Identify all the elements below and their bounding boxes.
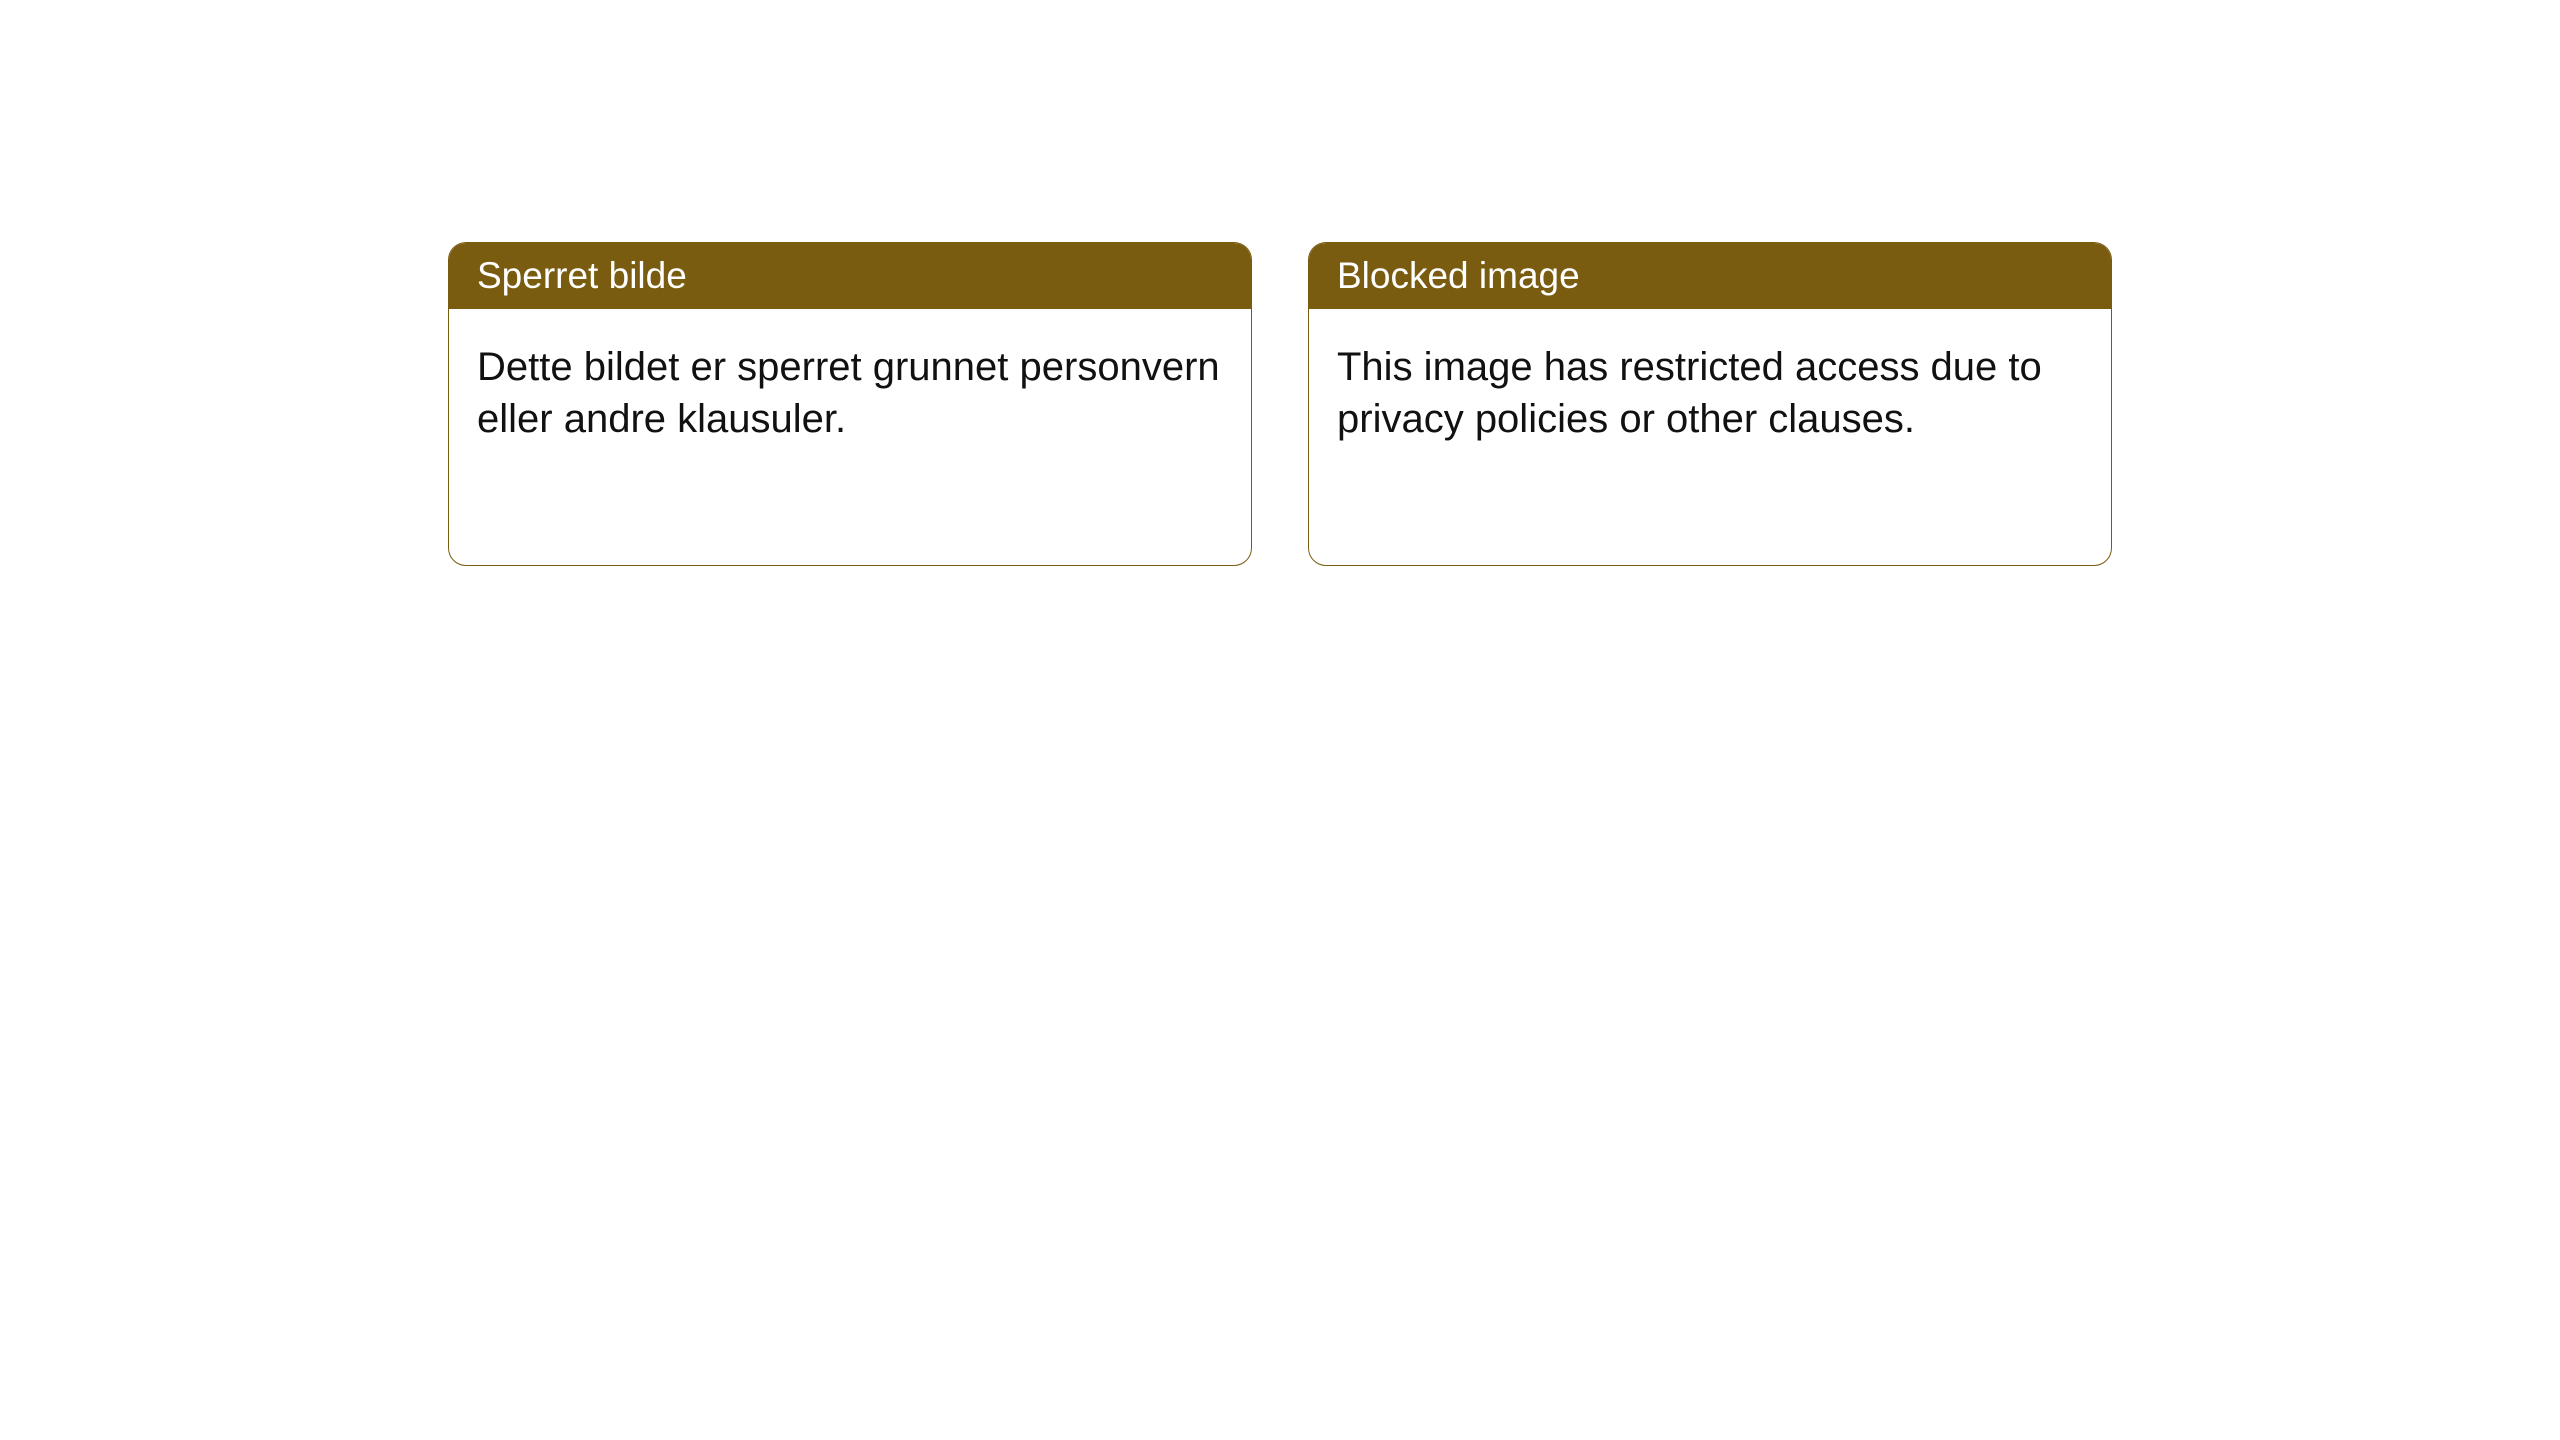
card-body-text: This image has restricted access due to … xyxy=(1337,345,2042,441)
card-header: Blocked image xyxy=(1309,243,2111,309)
card-title: Blocked image xyxy=(1337,255,1580,296)
card-title: Sperret bilde xyxy=(477,255,687,296)
card-body: Dette bildet er sperret grunnet personve… xyxy=(449,309,1251,565)
notice-container: Sperret bilde Dette bildet er sperret gr… xyxy=(0,0,2560,566)
card-header: Sperret bilde xyxy=(449,243,1251,309)
notice-card-norwegian: Sperret bilde Dette bildet er sperret gr… xyxy=(448,242,1252,566)
card-body: This image has restricted access due to … xyxy=(1309,309,2111,565)
card-body-text: Dette bildet er sperret grunnet personve… xyxy=(477,345,1220,441)
notice-card-english: Blocked image This image has restricted … xyxy=(1308,242,2112,566)
